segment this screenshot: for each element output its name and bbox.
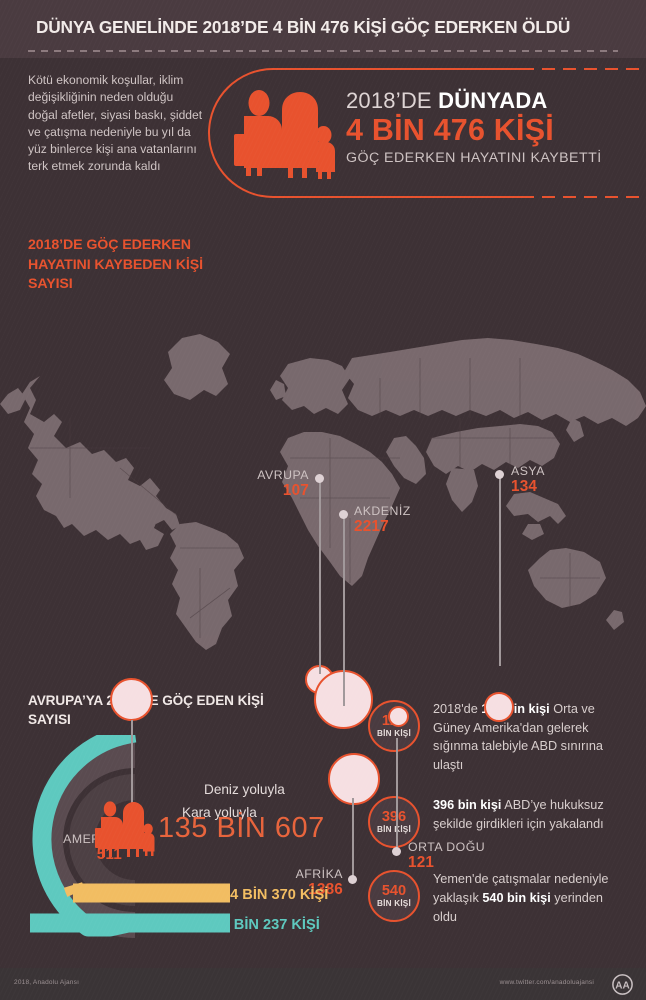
hero-line1-bold: DÜNYADA (438, 88, 548, 113)
pin-dot-orta-dogu (392, 847, 401, 856)
map-section-title: 2018’DE GÖÇ EDERKEN HAYATINI KAYBEDEN Kİ… (28, 237, 203, 292)
hero-border-solid-segment (326, 196, 521, 198)
aa-logo-icon: AA (612, 974, 633, 995)
list-item: 396 BİN KİŞİ 396 bin kişi ABD’ye hukuksu… (368, 796, 630, 849)
pin-dot-avrupa (315, 474, 324, 483)
pin-value-avrupa: 107 (282, 482, 309, 499)
hero-line-1: 2018’DE DÜNYADA (346, 88, 646, 114)
bullet-text-part: 2018'de (433, 702, 482, 716)
pin-label-asya: ASYA 134 (511, 464, 545, 496)
pin-line-avrupa (319, 478, 321, 674)
bubble-amerika (110, 678, 153, 721)
pin-label-avrupa: AVRUPA 107 (189, 468, 309, 500)
footer-credit: 2018, Anadolu Ajansı (14, 979, 80, 986)
pin-name-afrika: AFRİKA (295, 867, 343, 881)
pin-label-akdeniz: AKDENİZ 2217 (354, 504, 411, 536)
pin-line-afrika (352, 798, 354, 878)
hero-line1-plain: 2018’DE (346, 88, 439, 113)
donut-legend-sea: Deniz yoluyla (204, 782, 285, 797)
pin-label-orta-dogu: ORTA DOĞU 121 (408, 840, 485, 872)
page-title: DÜNYA GENELİNDE 2018’DE 4 BİN 476 KİŞİ G… (36, 17, 571, 37)
svg-text:AA: AA (615, 980, 629, 991)
badge-unit: BİN KİŞİ (377, 898, 411, 908)
pin-value-akdeniz: 2217 (354, 518, 389, 535)
world-map-chart: AVRUPA 107 AKDENİZ 2217 ASYA 134 AMERİKA… (0, 228, 646, 898)
bubble-afrika (328, 753, 380, 805)
bullet-text-part-bold: 540 bin kişi (482, 890, 551, 905)
hero-pill-bottom-border (326, 196, 646, 198)
footer-twitter-url[interactable]: www.twitter.com/anadoluajansi (499, 979, 594, 986)
hero-border-solid-segment (326, 68, 521, 70)
bullet-list: 125 BİN KİŞİ 2018'de 125 bin kişi Orta v… (368, 700, 630, 926)
bullet-text-part-bold: 396 bin kişi (433, 798, 502, 813)
badge-unit: BİN KİŞİ (377, 824, 411, 834)
hero-subline: GÖÇ EDERKEN HAYATINI KAYBETTİ (346, 150, 602, 166)
hero-pill-outline (208, 68, 328, 198)
bullet-text-part: Yemen'de çatışmalar nedeniyle yaklaşık (433, 872, 609, 905)
badge-number: 540 (381, 882, 407, 899)
pin-dot-akdeniz (339, 510, 348, 519)
hero-callout: 2018’DE DÜNYADA 4 BİN 476 KİŞİ GÖÇ EDERK… (208, 68, 646, 198)
header-dashed-divider (28, 50, 618, 52)
intro-paragraph: Kötü ekonomik koşullar, iklim değişikliğ… (28, 73, 203, 174)
donut-bar-chart (30, 735, 230, 938)
hero-border-dashed-segment (521, 196, 646, 198)
pin-line-asya (499, 474, 501, 666)
family-icon (93, 800, 159, 858)
pin-value-orta-dogu: 121 (408, 854, 435, 871)
family-icon (230, 88, 342, 180)
bullet-text: Yemen'de çatışmalar nedeniyle yaklaşık 5… (433, 870, 630, 926)
pin-line-orta-dogu (396, 738, 398, 850)
pin-name-orta-dogu: ORTA DOĞU (408, 840, 486, 854)
footer-bar: 2018, Anadolu Ajansı www.twitter.com/ana… (0, 968, 646, 1000)
hero-headline-number: 4 BİN 476 KİŞİ (346, 113, 554, 147)
pin-label-afrika: AFRİKA 1386 (228, 867, 343, 899)
pin-name-asya: ASYA (511, 464, 545, 478)
pin-value-afrika: 1386 (308, 881, 343, 898)
pin-line-akdeniz (343, 514, 345, 706)
pin-line-amerika (131, 720, 133, 839)
bullet-text-part: ABD’ye hukuksuz şekilde girdikleri için … (433, 798, 604, 831)
pin-dot-asya (495, 470, 504, 479)
status-badge: 540 BİN KİŞİ (368, 870, 420, 923)
badge-unit: BİN KİŞİ (377, 728, 411, 738)
pin-name-avrupa: AVRUPA (257, 468, 309, 482)
hero-pill-top-border (326, 68, 646, 70)
bullet-text: 396 bin kişi ABD’ye hukuksuz şekilde gir… (433, 796, 630, 833)
pin-value-asya: 134 (511, 478, 538, 495)
hero-border-dashed-segment (521, 68, 646, 70)
bubble-orta-dogu (388, 706, 409, 727)
bar-label-land: 24 BİN 370 KİŞİ (222, 887, 329, 903)
pin-name-akdeniz: AKDENİZ (354, 504, 411, 518)
bar-label-sea: 111 BİN 237 KİŞİ (207, 917, 320, 933)
donut-section-title: AVRUPA’YA 2018’DE GÖÇ EDEN KİŞİ SAYISI (28, 693, 264, 727)
bullet-text: 2018'de 125 bin kişi Orta ve Güney Ameri… (433, 700, 630, 774)
bullet-text-part: Orta ve Güney Amerika'dan gelerek sığınm… (433, 702, 603, 772)
bullet-text-part: yerinden oldu (433, 890, 603, 924)
bubble-asya (484, 692, 514, 722)
donut-legend-land: Kara yoluyla (182, 805, 257, 820)
header-bar: DÜNYA GENELİNDE 2018’DE 4 BİN 476 KİŞİ G… (0, 0, 646, 58)
list-item: 540 BİN KİŞİ Yemen'de çatışmalar nedeniy… (368, 870, 630, 926)
badge-number: 396 (381, 808, 407, 825)
hero-text-block: 2018’DE DÜNYADA 4 BİN 476 KİŞİ GÖÇ EDERK… (346, 88, 646, 166)
pin-dot-afrika (348, 875, 357, 884)
world-map-silhouette (0, 334, 646, 650)
donut-center-total: 135 BİN 607 (158, 812, 325, 844)
bar-land-elbow (63, 882, 85, 897)
